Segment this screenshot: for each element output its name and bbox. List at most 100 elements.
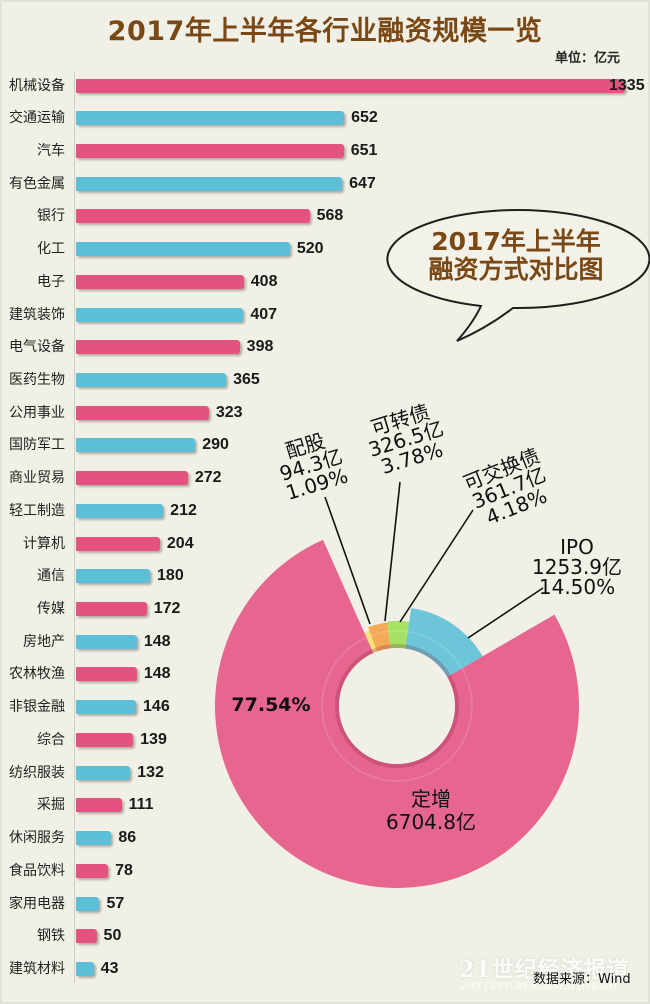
bar-row: 休闲服务 86 (0, 829, 650, 847)
bar (76, 307, 244, 322)
bar-row: 家用电器 57 (0, 895, 650, 913)
bar-category-label: 休闲服务 (9, 830, 65, 847)
bar-row: 公用事业 323 (0, 404, 650, 422)
bar-category-label: 食品饮料 (9, 862, 65, 879)
bar (76, 372, 227, 387)
bar (76, 274, 244, 289)
bar-value-label: 408 (250, 272, 278, 290)
bar (76, 209, 310, 224)
bar-category-label: 通信 (37, 568, 65, 585)
bar-value-label: 86 (118, 829, 137, 847)
bar (76, 961, 94, 976)
bar-row: 银行 568 (0, 207, 650, 225)
bar-row: 化工 520 (0, 240, 650, 258)
publisher-logo-en: 21ST CENTURY BUSINESS HERALD (461, 982, 617, 992)
bar-category-label: 传媒 (37, 601, 65, 618)
bar (76, 863, 109, 878)
pie-label-dingzeng: 定增 6704.8亿 (386, 788, 476, 834)
bar (76, 602, 147, 617)
bar (76, 471, 188, 486)
bar-row: 计算机 204 (0, 535, 650, 553)
pie-label-value: 1253.9亿 (532, 555, 622, 579)
bar-category-label: 机械设备 (9, 77, 65, 94)
bar-category-label: 电子 (37, 273, 65, 290)
bar-category-label: 医药生物 (9, 371, 65, 388)
bar-row: 轻工制造 212 (0, 502, 650, 520)
bar-row: 纺织服装 132 (0, 764, 650, 782)
bar-category-label: 轻工制造 (9, 502, 65, 519)
bar-value-label: 290 (202, 436, 229, 454)
bar-row: 房地产 148 (0, 633, 650, 651)
bar-value-label: 651 (350, 141, 378, 159)
bar-row: 非银金融 146 (0, 698, 650, 716)
bar (76, 78, 625, 93)
bar-row: 建筑材料 43 (0, 960, 650, 978)
bar (76, 569, 151, 584)
bar-value-label: 568 (316, 207, 344, 225)
bar (76, 503, 164, 518)
bar-row: 汽车 651 (0, 142, 650, 160)
bar (76, 732, 134, 747)
bar-value-label: 78 (115, 861, 133, 879)
bar-value-label: 43 (100, 959, 119, 977)
bar (76, 438, 196, 453)
pie-label-value: 6704.8亿 (386, 810, 476, 834)
bar-value-label: 148 (143, 632, 171, 650)
bar-row: 传媒 172 (0, 600, 650, 618)
bar-row: 国防军工 290 (0, 436, 650, 454)
bubble-line-1: 2017年上半年 (431, 227, 601, 256)
bar-category-label: 有色金属 (9, 175, 65, 192)
bar-value-label: 647 (349, 174, 376, 192)
bar-category-label: 建筑材料 (9, 960, 65, 977)
bar-category-label: 钢铁 (37, 928, 65, 945)
bar-row: 建筑装饰 407 (0, 306, 650, 324)
bar-row: 商业贸易 272 (0, 469, 650, 487)
bar-value-label: 111 (128, 796, 154, 814)
bar-value-label: 148 (143, 665, 171, 683)
bar-value-label: 132 (137, 763, 164, 781)
bar-row: 医药生物 365 (0, 371, 650, 389)
bar-value-label: 407 (250, 305, 278, 323)
pie-label-pct: 14.50% (538, 575, 616, 599)
bar (76, 798, 122, 813)
bar-row: 电子 408 (0, 273, 650, 291)
pie-label-name: IPO (560, 535, 594, 559)
bar-value-label: 50 (103, 927, 122, 945)
bar-value-label: 365 (233, 370, 260, 388)
bar-category-label: 国防军工 (9, 437, 65, 454)
bar-category-label: 纺织服装 (9, 764, 65, 781)
bar-value-label: 139 (140, 730, 167, 748)
bubble-line-2: 融资方式对比图 (428, 255, 604, 284)
bar (76, 634, 137, 649)
pie-label-ipo: IPO 1253.9亿 14.50% (532, 537, 622, 597)
bar (76, 929, 97, 944)
bar-row: 钢铁 50 (0, 927, 650, 945)
bar (76, 242, 290, 257)
bar-value-label: 323 (215, 403, 243, 421)
bar-row: 采掘 111 (0, 796, 650, 814)
bar-value-label: 652 (351, 109, 378, 127)
bar-category-label: 化工 (37, 241, 65, 258)
bar-value-label: 212 (170, 501, 197, 519)
data-source: 数据来源：Wind (533, 972, 631, 987)
bar-value-label: 146 (143, 698, 170, 716)
bar-row: 有色金属 647 (0, 175, 650, 193)
bar (76, 831, 112, 846)
bar-category-label: 家用电器 (9, 895, 65, 912)
bar (76, 111, 345, 126)
bar-row: 农林牧渔 148 (0, 665, 650, 683)
bar-row: 综合 139 (0, 731, 650, 749)
bar-category-label: 计算机 (23, 535, 65, 552)
bar (76, 536, 160, 551)
chart-title: 2017年上半年各行业融资规模一览 (107, 16, 543, 47)
bar-row: 机械设备 1335 (0, 77, 650, 95)
bar-row: 通信 180 (0, 567, 650, 585)
bar-category-label: 建筑装饰 (9, 306, 65, 323)
bar-category-label: 采掘 (37, 797, 65, 814)
pie-label-name: 定增 (410, 787, 451, 811)
bar (76, 896, 100, 911)
bar-value-label: 272 (194, 469, 222, 487)
bar-category-label: 非银金融 (9, 699, 65, 716)
bar-category-label: 房地产 (23, 633, 65, 650)
bar-category-label: 交通运输 (9, 110, 65, 127)
